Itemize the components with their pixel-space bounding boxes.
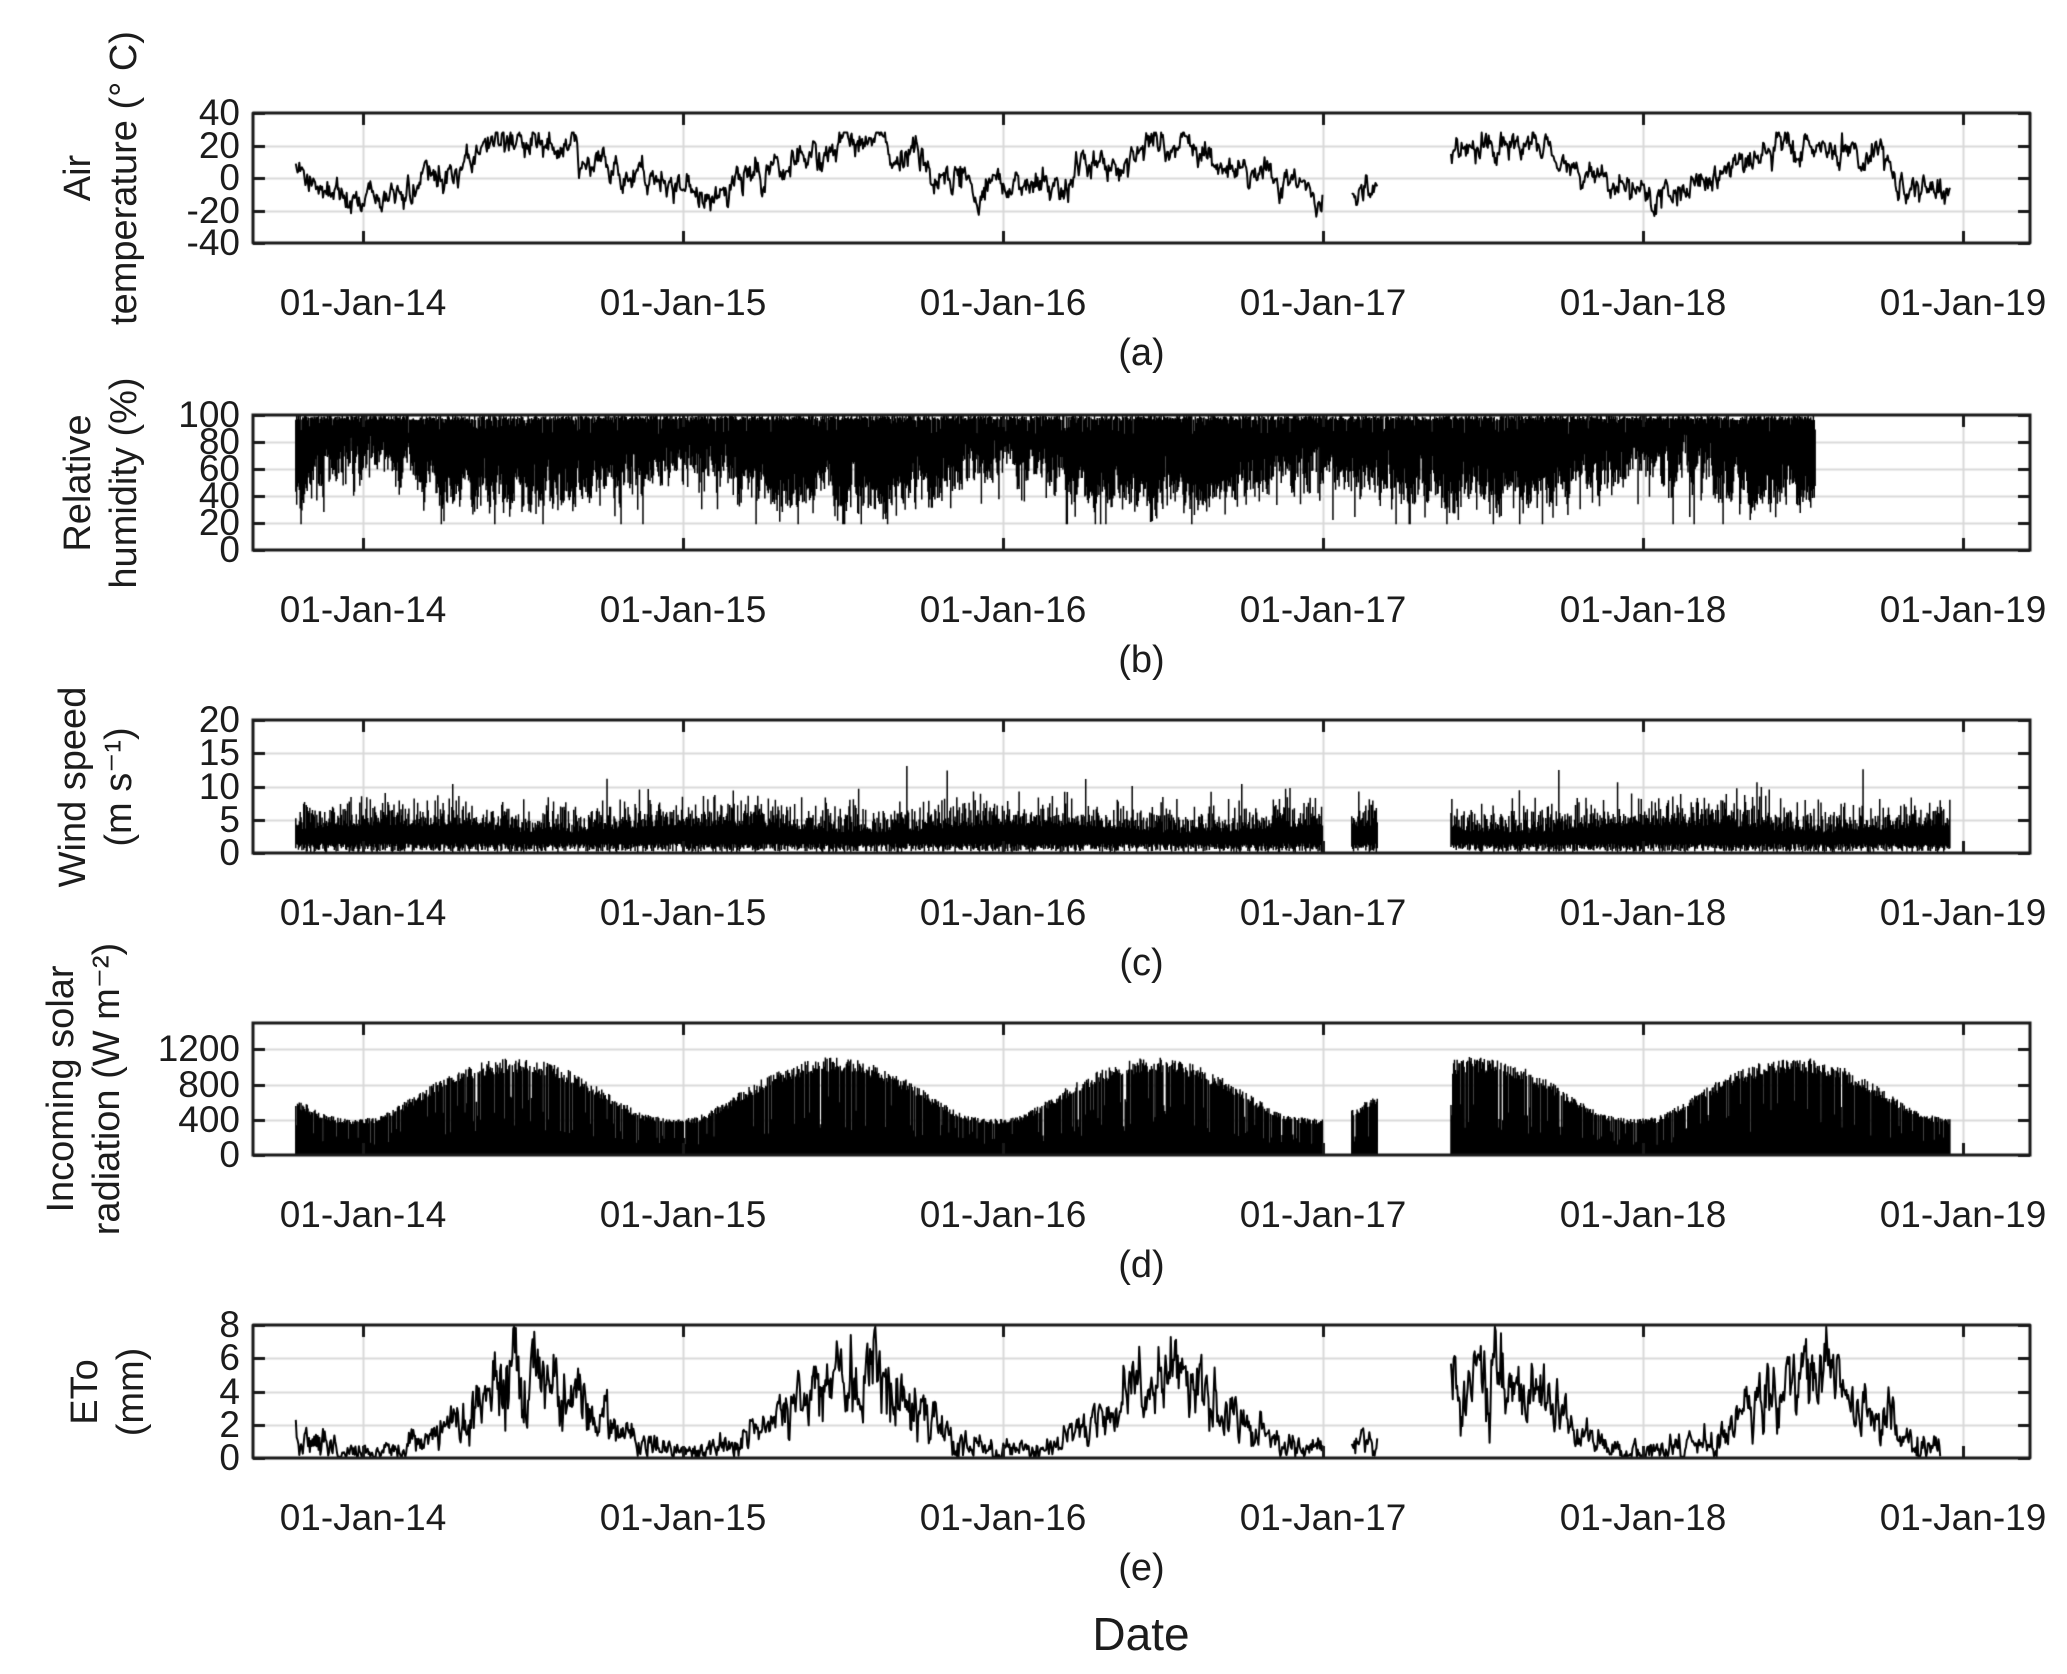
panel-c-x-tick-label: 01-Jan-16 bbox=[919, 892, 1087, 933]
panel-b-y-tick-label: 40 bbox=[198, 475, 240, 516]
panel-a-y-tick-label: 0 bbox=[219, 157, 240, 198]
panel-b-x-tick-label: 01-Jan-16 bbox=[919, 589, 1087, 630]
panel-c-x-tick-label: 01-Jan-19 bbox=[1879, 892, 2047, 933]
panel-e-y-tick-label: 4 bbox=[219, 1370, 240, 1412]
panel-d-y-tick-label: 0 bbox=[219, 1134, 240, 1175]
panel-e-y-tick-label: 2 bbox=[219, 1403, 240, 1445]
panel-e-x-tick-label: 01-Jan-14 bbox=[279, 1497, 447, 1538]
panel-d-x-tick-label: 01-Jan-17 bbox=[1239, 1194, 1407, 1235]
panel-b-x-tick-label: 01-Jan-15 bbox=[599, 589, 767, 630]
panel-c-x-tick-label: 01-Jan-18 bbox=[1559, 892, 1727, 933]
panel-a-x-tick-label: 01-Jan-15 bbox=[599, 282, 767, 323]
panel-d-y-tick-label: 800 bbox=[178, 1063, 240, 1105]
panel-e-x-tick-label: 01-Jan-19 bbox=[1879, 1497, 2047, 1538]
panel-d-sublabel: (d) bbox=[1118, 1244, 1165, 1286]
panel-e-plot bbox=[0, 1317, 2067, 1466]
panel-d-x-tick-label: 01-Jan-14 bbox=[279, 1194, 447, 1235]
panel-b-plot bbox=[0, 407, 2067, 558]
panel-c-y-tick-label: 0 bbox=[219, 832, 240, 873]
panel-c-y-tick-label: 15 bbox=[198, 732, 240, 774]
panel-b-y-tick-label: 100 bbox=[178, 394, 240, 435]
panel-c-x-tick-label: 01-Jan-14 bbox=[279, 892, 447, 933]
panel-e-sublabel: (e) bbox=[1118, 1547, 1165, 1589]
panel-b-y-tick-label: 0 bbox=[219, 529, 240, 570]
panel-d-x-tick-label: 01-Jan-15 bbox=[599, 1194, 767, 1235]
panel-a-x-tick-label: 01-Jan-19 bbox=[1879, 282, 2047, 323]
panel-c-y-tick-label: 20 bbox=[198, 699, 240, 740]
panel-a-x-tick-label: 01-Jan-18 bbox=[1559, 282, 1727, 323]
panel-d-plot bbox=[0, 1015, 2067, 1163]
panel-b-x-tick-label: 01-Jan-14 bbox=[279, 589, 447, 630]
panel-a-y-tick-label: -40 bbox=[186, 222, 240, 263]
panel-d-x-tick-label: 01-Jan-16 bbox=[919, 1194, 1087, 1235]
panel-c-x-tick-label: 01-Jan-15 bbox=[599, 892, 767, 933]
panel-a-sublabel: (a) bbox=[1118, 332, 1165, 374]
panel-e-y-tick-label: 0 bbox=[219, 1437, 240, 1478]
panel-a-x-tick-label: 01-Jan-14 bbox=[279, 282, 447, 323]
panel-b-y-tick-label: 20 bbox=[198, 502, 240, 543]
panel-d-y-tick-label: 1200 bbox=[157, 1028, 240, 1070]
panel-c-x-tick-label: 01-Jan-17 bbox=[1239, 892, 1407, 933]
panel-b-sublabel: (b) bbox=[1118, 639, 1165, 681]
panel-a-x-tick-label: 01-Jan-17 bbox=[1239, 282, 1407, 323]
panel-a-y-tick-label: 40 bbox=[198, 92, 240, 133]
panel-e-x-tick-label: 01-Jan-18 bbox=[1559, 1497, 1727, 1538]
panel-d-x-tick-label: 01-Jan-18 bbox=[1559, 1194, 1727, 1235]
panel-b-y-tick-label: 80 bbox=[198, 421, 240, 462]
panel-e-y-tick-label: 8 bbox=[219, 1304, 240, 1345]
panel-c-y-tick-label: 10 bbox=[198, 765, 240, 807]
panel-a-plot bbox=[0, 105, 2067, 251]
panel-e-x-tick-label: 01-Jan-16 bbox=[919, 1497, 1087, 1538]
panel-a-y-tick-label: -20 bbox=[186, 189, 240, 231]
panel-a-y-tick-label: 20 bbox=[198, 124, 240, 166]
x-axis-title: Date bbox=[1092, 1608, 1190, 1660]
panel-d-x-tick-label: 01-Jan-19 bbox=[1879, 1194, 2047, 1235]
panel-c-plot bbox=[0, 712, 2067, 861]
panel-c-y-tick-label: 5 bbox=[219, 798, 240, 840]
panel-b-y-tick-label: 60 bbox=[198, 448, 240, 489]
panel-b-x-tick-label: 01-Jan-19 bbox=[1879, 589, 2047, 630]
panel-a-x-tick-label: 01-Jan-16 bbox=[919, 282, 1087, 323]
panel-b-x-tick-label: 01-Jan-18 bbox=[1559, 589, 1727, 630]
panel-e-y-tick-label: 6 bbox=[219, 1337, 240, 1379]
panel-e-x-tick-label: 01-Jan-15 bbox=[599, 1497, 767, 1538]
panel-e-x-tick-label: 01-Jan-17 bbox=[1239, 1497, 1407, 1538]
panel-b-x-tick-label: 01-Jan-17 bbox=[1239, 589, 1407, 630]
panel-c-sublabel: (c) bbox=[1119, 942, 1164, 984]
panel-d-y-tick-label: 400 bbox=[178, 1098, 240, 1140]
